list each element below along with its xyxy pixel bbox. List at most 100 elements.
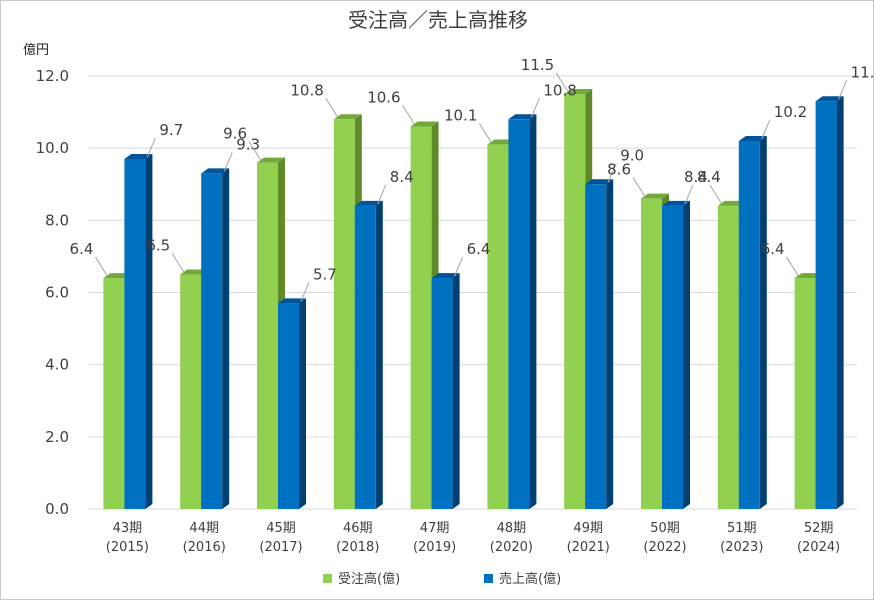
x-tick-period: 43期 (113, 521, 143, 536)
leader-line (530, 98, 540, 118)
bar-side (299, 298, 306, 509)
leader-line (632, 177, 646, 197)
leader-line (555, 72, 569, 93)
x-tick-year: (2015) (106, 540, 149, 555)
bar-top (508, 114, 537, 120)
legend-swatch (484, 574, 493, 583)
bar-side (222, 168, 230, 510)
bar-side (529, 114, 537, 510)
x-tick-year: (2020) (490, 540, 533, 555)
y-axis-ticks: 0.0 2.0 4.0 6.0 8.0 10.0 12.0 (36, 67, 69, 518)
y-tick-label: 2.0 (45, 428, 69, 446)
bar-front (278, 303, 299, 509)
bar-front (641, 198, 662, 509)
bar-front (794, 278, 816, 509)
data-label: 8.6 (607, 161, 631, 179)
bar-side (145, 153, 153, 509)
bars (103, 89, 844, 510)
bar-front (564, 94, 586, 510)
x-tick-period: 51期 (727, 521, 757, 536)
bar-sales (124, 153, 153, 509)
bar-front (103, 278, 125, 509)
y-tick-label: 4.0 (45, 356, 69, 374)
leader-line (300, 282, 310, 302)
x-tick-period: 52期 (804, 521, 834, 536)
data-label: 9.0 (620, 146, 644, 164)
x-tick-year: (2021) (567, 540, 610, 555)
leader-line (684, 184, 694, 205)
leader-line (607, 163, 617, 183)
y-tick-label: 0.0 (45, 500, 69, 518)
x-tick-year: (2023) (720, 540, 763, 555)
legend-item: 受注高(億) (323, 571, 400, 587)
bar-top (278, 298, 306, 304)
legend-label: 受注高(億) (338, 571, 400, 587)
bar-top (201, 168, 230, 174)
bar-sales (201, 168, 230, 510)
data-label: 6.4 (467, 240, 491, 258)
bar-front (508, 119, 530, 510)
bar-side (683, 200, 690, 509)
legend: 受注高(億) 売上高(億) (323, 571, 561, 587)
x-tick-year: (2019) (413, 540, 456, 555)
bar-sales (815, 96, 844, 509)
bar-top (738, 135, 767, 141)
legend-label: 売上高(億) (499, 571, 561, 587)
data-label: 10.2 (774, 103, 807, 121)
x-axis-labels: 43期 (2015) 44期 (2016) 45期 (2017) 46期 (2018) 47期 (… (106, 521, 840, 555)
data-label: 5.7 (313, 265, 337, 283)
x-tick-period: 50期 (650, 521, 680, 536)
legend-item: 売上高(億) (484, 571, 561, 587)
y-tick-label: 8.0 (45, 211, 69, 229)
legend-swatch (323, 574, 332, 583)
data-label: 8.4 (684, 168, 708, 186)
bar-side (375, 200, 383, 509)
x-tick-year: (2016) (183, 540, 226, 555)
data-label: 10.8 (290, 81, 323, 99)
bar-top (431, 273, 460, 279)
x-tick-period: 44期 (189, 521, 219, 536)
x-tick-period: 46期 (343, 521, 373, 536)
bar-sales (278, 298, 306, 509)
y-tick-label: 12.0 (36, 67, 69, 85)
y-tick-label: 6.0 (45, 284, 69, 302)
bar-front (738, 140, 760, 509)
bar-front (354, 205, 376, 509)
bar-top (333, 114, 362, 120)
bar-side (452, 273, 460, 509)
x-tick-period: 45期 (266, 521, 296, 536)
x-tick-year: (2022) (643, 540, 686, 555)
data-label: 9.6 (223, 125, 247, 143)
data-label: 9.7 (159, 121, 183, 139)
x-tick-year: (2024) (797, 540, 840, 555)
data-label: 6.4 (761, 240, 785, 258)
data-label: 10.8 (543, 81, 576, 99)
data-label: 6.5 (146, 236, 170, 254)
x-tick-period: 49期 (573, 521, 603, 536)
bar-front (180, 274, 202, 509)
bar-front (201, 173, 223, 510)
data-label: 8.4 (697, 168, 721, 186)
bar-front (257, 162, 278, 509)
leader-line (325, 98, 339, 118)
bar-top (354, 200, 383, 206)
bar-front (410, 126, 432, 510)
bar-side (759, 135, 767, 509)
bar-sales (585, 179, 614, 509)
bar-top (257, 157, 285, 163)
leader-line (478, 123, 492, 143)
x-tick-period: 47期 (420, 521, 450, 536)
bar-front (124, 158, 146, 509)
bar-front (585, 184, 607, 509)
leader-line (786, 256, 800, 277)
bar-front (662, 205, 683, 509)
bar-sales (431, 273, 460, 509)
leader-line (94, 256, 108, 277)
bar-sales (738, 135, 767, 509)
bar-top (564, 89, 593, 95)
x-tick-year: (2018) (336, 540, 379, 555)
y-tick-label: 10.0 (36, 139, 69, 157)
x-tick-year: (2017) (259, 540, 302, 555)
leader-line (171, 253, 185, 273)
